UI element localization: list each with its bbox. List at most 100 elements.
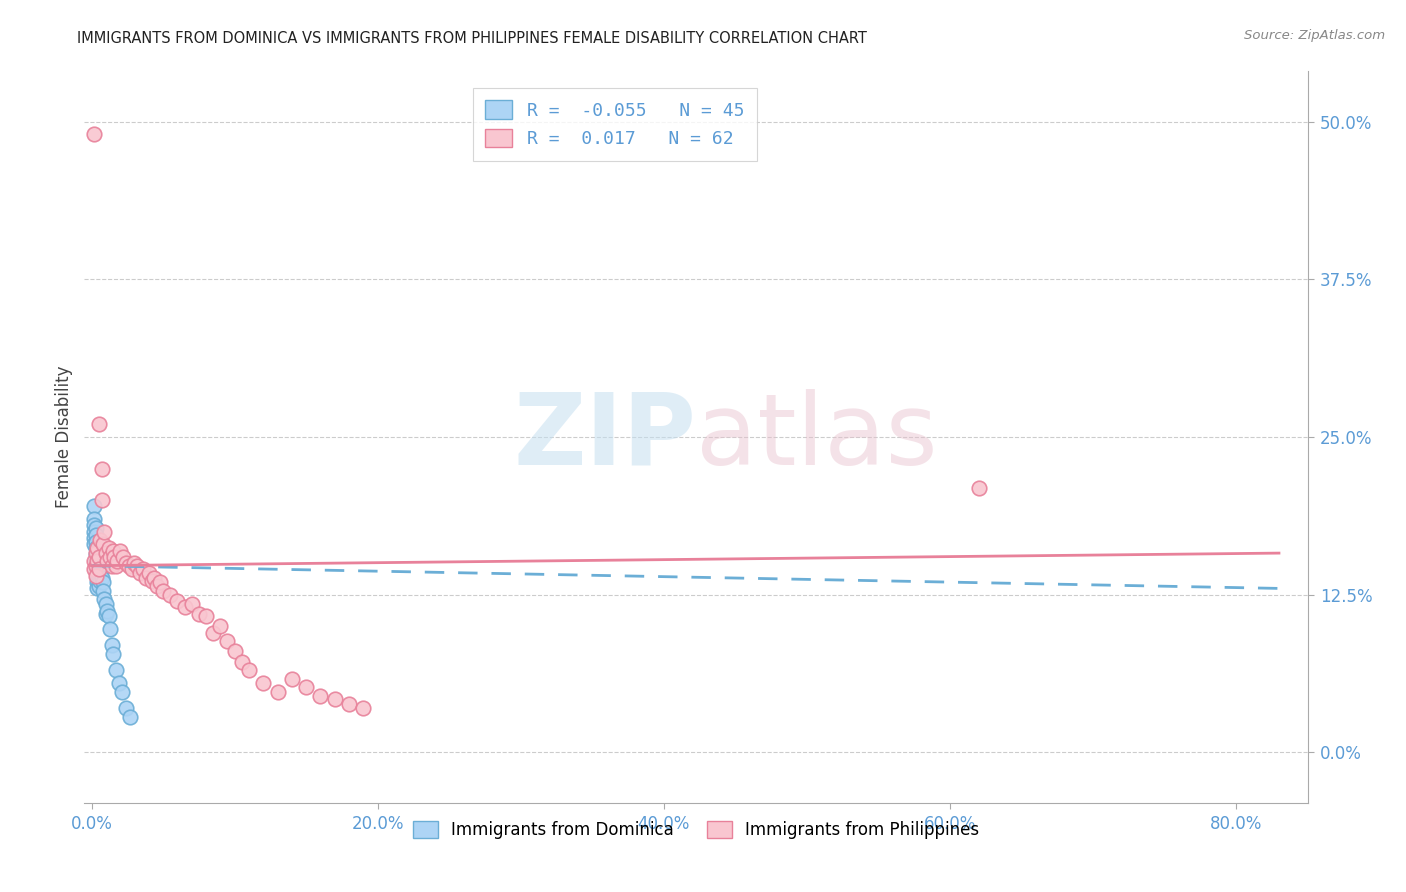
Point <box>87 562 110 576</box>
Point <box>94 597 117 611</box>
Point <box>138 566 160 581</box>
Point <box>101 647 124 661</box>
Point <box>187 607 209 621</box>
Point <box>97 609 120 624</box>
Point <box>121 562 143 576</box>
Point <box>83 512 105 526</box>
Point <box>135 571 157 585</box>
Point <box>127 558 149 573</box>
Point <box>101 543 124 558</box>
Point <box>100 558 122 573</box>
Point <box>83 524 105 539</box>
Point <box>100 638 122 652</box>
Point <box>86 554 108 568</box>
Point <box>86 562 108 576</box>
Point <box>87 549 110 564</box>
Point <box>83 562 105 576</box>
Point <box>194 609 217 624</box>
Point <box>90 493 112 508</box>
Point <box>217 634 239 648</box>
Point <box>149 575 172 590</box>
Point <box>86 549 108 564</box>
Point <box>84 541 107 555</box>
Point <box>323 692 346 706</box>
Point <box>84 547 107 561</box>
Point <box>166 594 188 608</box>
Point <box>97 541 120 555</box>
Point <box>967 481 990 495</box>
Point <box>252 676 274 690</box>
Point <box>224 644 246 658</box>
Y-axis label: Female Disability: Female Disability <box>55 366 73 508</box>
Point <box>86 575 108 590</box>
Point <box>104 664 127 678</box>
Point <box>132 562 155 576</box>
Point <box>89 574 111 588</box>
Point <box>86 543 108 558</box>
Point <box>86 556 108 570</box>
Point <box>129 566 152 581</box>
Point <box>124 556 146 570</box>
Point <box>173 600 195 615</box>
Point <box>108 543 131 558</box>
Point <box>84 546 107 560</box>
Point <box>84 560 107 574</box>
Point <box>238 664 260 678</box>
Point <box>83 531 105 545</box>
Point <box>152 583 174 598</box>
Point <box>281 672 304 686</box>
Point <box>143 571 166 585</box>
Point <box>352 701 374 715</box>
Point <box>84 569 107 583</box>
Point <box>93 524 115 539</box>
Point <box>89 566 111 581</box>
Point <box>87 558 110 573</box>
Point <box>84 558 107 573</box>
Legend: Immigrants from Dominica, Immigrants from Philippines: Immigrants from Dominica, Immigrants fro… <box>406 814 986 846</box>
Point <box>103 549 125 564</box>
Point <box>107 676 129 690</box>
Point <box>146 579 169 593</box>
Point <box>89 558 111 573</box>
Point <box>86 541 108 555</box>
Point <box>90 571 112 585</box>
Text: IMMIGRANTS FROM DOMINICA VS IMMIGRANTS FROM PHILIPPINES FEMALE DISABILITY CORREL: IMMIGRANTS FROM DOMINICA VS IMMIGRANTS F… <box>77 31 868 46</box>
Point <box>84 521 107 535</box>
Point <box>87 571 110 585</box>
Text: ZIP: ZIP <box>513 389 696 485</box>
Point <box>180 597 202 611</box>
Point <box>90 562 112 576</box>
Point <box>83 518 105 533</box>
Point <box>309 689 332 703</box>
Point <box>110 685 132 699</box>
Point <box>202 625 225 640</box>
Point <box>83 554 105 568</box>
Point <box>141 574 163 588</box>
Point <box>91 583 114 598</box>
Point <box>295 680 318 694</box>
Point <box>231 655 253 669</box>
Point <box>86 569 108 583</box>
Point <box>337 698 360 712</box>
Point <box>104 558 127 573</box>
Point <box>159 588 181 602</box>
Point <box>120 710 142 724</box>
Point <box>84 528 107 542</box>
Point <box>94 607 117 621</box>
Point <box>94 546 117 560</box>
Point <box>96 604 118 618</box>
Point <box>105 554 128 568</box>
Point <box>84 554 107 568</box>
Point <box>87 579 110 593</box>
Point <box>209 619 232 633</box>
Point <box>266 685 288 699</box>
Point <box>83 500 105 514</box>
Point <box>84 534 107 549</box>
Point <box>115 556 138 570</box>
Point <box>87 417 110 432</box>
Point <box>115 701 138 715</box>
Text: atlas: atlas <box>696 389 938 485</box>
Point <box>91 575 114 590</box>
Point <box>83 537 105 551</box>
Point <box>98 622 121 636</box>
